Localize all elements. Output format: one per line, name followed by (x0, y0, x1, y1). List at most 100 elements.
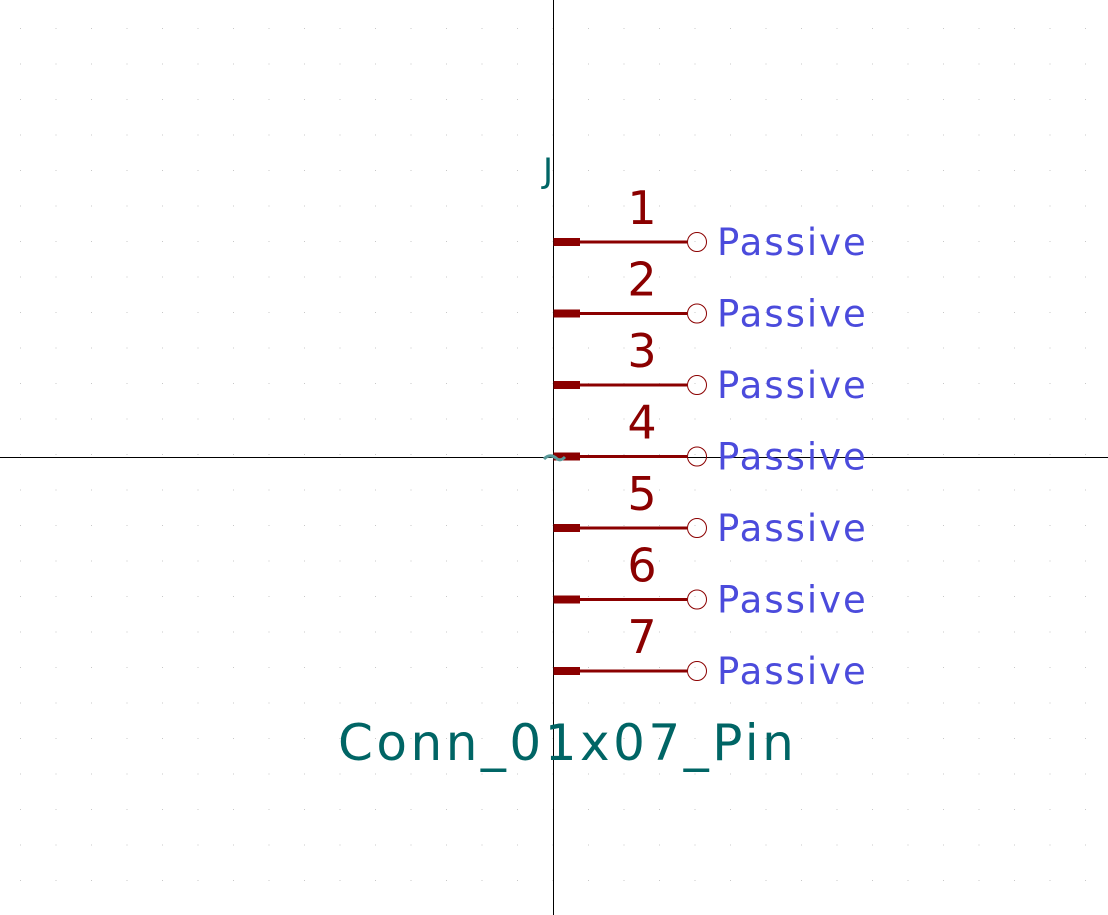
grid-dot (730, 134, 731, 136)
grid-dot (375, 525, 376, 526)
grid-dot (55, 28, 57, 29)
grid-dot (126, 63, 128, 65)
grid-dot (20, 347, 21, 349)
pin-connection-point[interactable] (687, 446, 707, 467)
grid-dots (20, 28, 1086, 881)
grid-dot (268, 170, 270, 171)
grid-dot (197, 560, 199, 562)
grid-dot (233, 418, 234, 420)
grid-dot (375, 241, 376, 242)
pin-connection-point[interactable] (687, 589, 707, 610)
grid-dot (20, 631, 21, 633)
pin-connection-point[interactable] (687, 303, 707, 324)
grid-dot (197, 276, 199, 278)
grid-dot (268, 525, 270, 526)
grid-dot (978, 667, 980, 668)
grid-dot (304, 28, 305, 29)
grid-dot (943, 241, 944, 242)
grid-dot (836, 347, 838, 349)
grid-dot (375, 134, 376, 136)
grid-dot (410, 525, 412, 526)
grid-dot (1049, 134, 1051, 136)
grid-dot (20, 170, 21, 171)
reference-designator[interactable]: J (541, 151, 553, 191)
grid-dot (943, 738, 944, 739)
grid-dot (1049, 773, 1051, 775)
pin[interactable]: 3 Passive (553, 324, 868, 407)
grid-dot (410, 667, 412, 668)
grid-dot (765, 205, 767, 207)
grid-dot (481, 134, 483, 136)
grid-dot (978, 28, 980, 29)
grid-dot (588, 525, 589, 526)
grid-dot (304, 63, 305, 65)
grid-dot (943, 489, 944, 491)
grid-dot (55, 880, 57, 881)
grid-dot (233, 667, 234, 668)
pin-connection-point[interactable] (687, 375, 707, 395)
grid-dot (268, 809, 270, 810)
grid-dot (20, 809, 21, 810)
grid-dot (801, 383, 802, 384)
grid-dot (694, 134, 696, 136)
grid-dot (410, 844, 412, 846)
grid-dot (162, 667, 163, 668)
pin-electrical-type: Passive (717, 293, 868, 336)
grid-dot (20, 596, 21, 597)
grid-dot (836, 170, 838, 171)
pin[interactable]: 6 Passive (553, 539, 868, 622)
grid-dot (304, 383, 305, 384)
pin[interactable]: 4 Passive (553, 396, 868, 479)
pin[interactable]: 2 Passive (553, 253, 868, 336)
grid-dot (517, 347, 518, 349)
grid-dot (694, 170, 696, 171)
symbol-value[interactable]: Conn_01x07_Pin (338, 714, 797, 772)
pin-electrical-type: Passive (717, 221, 868, 264)
grid-dot (1014, 383, 1015, 384)
grid-dot (836, 773, 838, 775)
grid-dot (588, 667, 589, 668)
grid-dot (268, 312, 270, 313)
grid-dot (1049, 454, 1051, 455)
grid-dot (446, 596, 447, 597)
grid-dot (694, 738, 696, 739)
grid-dot (943, 809, 944, 810)
grid-dot (1049, 809, 1051, 810)
pin-connection-point[interactable] (687, 232, 707, 252)
grid-dot (765, 844, 767, 846)
grid-dot (162, 312, 163, 313)
grid-dot (801, 276, 802, 278)
pin[interactable]: 7 Passive (553, 610, 868, 693)
grid-dot (907, 844, 909, 846)
grid-dot (197, 525, 199, 526)
grid-dot (55, 631, 57, 633)
pin-connection-point[interactable] (687, 518, 707, 538)
grid-dot (446, 454, 447, 455)
grid-dot (623, 631, 625, 633)
grid-dot (375, 773, 376, 775)
pin-connection-point[interactable] (687, 661, 707, 681)
grid-dot (197, 63, 199, 65)
grid-dot (339, 454, 341, 455)
grid-dot (694, 276, 696, 278)
grid-dot (801, 205, 802, 207)
grid-dot (410, 170, 412, 171)
pin[interactable]: 5 Passive (553, 467, 868, 550)
grid-dot (162, 134, 163, 136)
grid-dot (20, 63, 21, 65)
grid-dot (978, 773, 980, 775)
grid-dot (907, 134, 909, 136)
grid-dot (20, 276, 21, 278)
grid-dot (339, 205, 341, 207)
grid-dot (623, 809, 625, 810)
grid-dot (233, 276, 234, 278)
grid-dot (1085, 667, 1086, 668)
pin[interactable]: 1 Passive (553, 181, 868, 264)
grid-dot (623, 418, 625, 420)
grid-dot (907, 276, 909, 278)
grid-dot (233, 596, 234, 597)
grid-dot (126, 525, 128, 526)
grid-dot (517, 880, 518, 881)
grid-dot (943, 418, 944, 420)
